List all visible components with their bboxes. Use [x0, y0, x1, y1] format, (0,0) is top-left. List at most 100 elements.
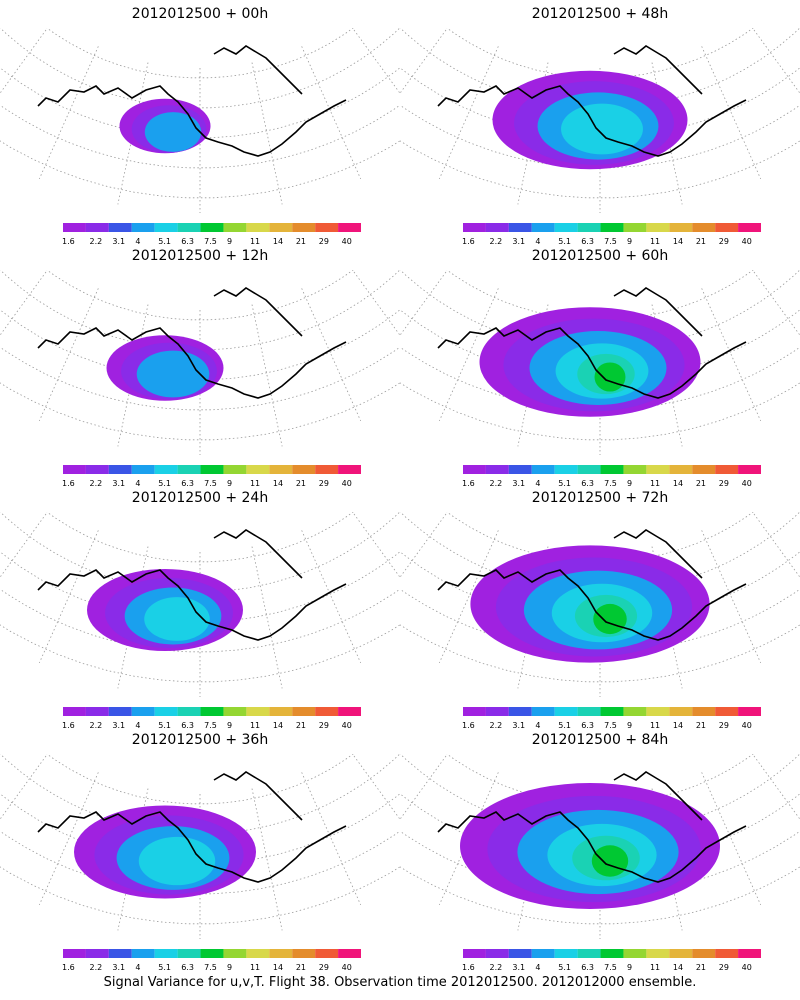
map-panel-84h: 2012012500 + 84h 1.6 2.2 3.1 4 5.1 6.3 7.5 9 11 14…: [400, 726, 800, 972]
colorbar-tick-label: 3.1: [112, 237, 125, 246]
colorbar-tick-label: 40: [342, 479, 352, 488]
colorbar-swatch: [177, 949, 201, 958]
colorbar-swatch: [600, 223, 624, 232]
variance-contour-level-6: [594, 362, 626, 392]
map-plot: [400, 270, 800, 455]
colorbar-swatch: [131, 949, 155, 958]
colorbar-tick-label: 29: [319, 237, 329, 246]
colorbar: 1.6 2.2 3.1 4 5.1 6.3 7.5 9 11 14 21 29 40: [462, 707, 761, 730]
colorbar-swatch: [646, 707, 670, 716]
colorbar-swatch: [63, 707, 86, 716]
longitude-gridline: [400, 754, 448, 820]
colorbar-tick-label: 1.6: [62, 963, 75, 972]
coastline: [613, 287, 703, 337]
latitude-gridline: [46, 754, 354, 805]
colorbar-swatch: [108, 223, 132, 232]
colorbar-swatch: [554, 949, 578, 958]
colorbar-swatch: [600, 465, 624, 474]
colorbar-tick-label: 7.5: [604, 721, 617, 730]
colorbar-tick-label: 40: [742, 963, 752, 972]
colorbar-tick-label: 11: [650, 721, 660, 730]
colorbar-swatch: [577, 707, 601, 716]
longitude-gridline: [0, 512, 14, 566]
variance-contour-level-3: [136, 350, 210, 398]
colorbar-tick-label: 40: [342, 721, 352, 730]
longitude-gridline: [400, 512, 448, 578]
colorbar-tick-label: 29: [719, 479, 729, 488]
longitude-gridline: [0, 270, 14, 324]
panel-title: 2012012500 + 48h: [531, 6, 669, 22]
colorbar-tick-label: 40: [742, 721, 752, 730]
variance-contour-level-6: [593, 603, 627, 635]
colorbar-tick-label: 4: [135, 721, 140, 730]
colorbar-swatch: [338, 949, 361, 958]
colorbar-swatch: [269, 949, 293, 958]
colorbar-tick-label: 6.3: [581, 721, 594, 730]
colorbar-tick-label: 11: [250, 963, 260, 972]
colorbar-swatch: [200, 949, 224, 958]
colorbar-tick-label: 1.6: [462, 479, 475, 488]
latitude-gridline: [46, 28, 354, 79]
colorbar: 1.6 2.2 3.1 4 5.1 6.3 7.5 9 11 14 21 29 40: [462, 949, 761, 972]
colorbar-tick-label: 3.1: [112, 963, 125, 972]
colorbar-tick-label: 6.3: [581, 237, 594, 246]
colorbar-swatch: [623, 465, 647, 474]
colorbar-swatch: [715, 223, 739, 232]
colorbar-swatch: [554, 465, 578, 474]
colorbar-tick-label: 2.2: [490, 237, 503, 246]
panel-title: 2012012500 + 72h: [531, 490, 669, 506]
colorbar-swatch: [177, 707, 201, 716]
colorbar-swatch: [63, 949, 86, 958]
colorbar-tick-label: 7.5: [604, 479, 617, 488]
colorbar-tick-label: 40: [342, 237, 352, 246]
coastline: [437, 569, 747, 641]
colorbar-swatch: [623, 707, 647, 716]
colorbar-tick-label: 6.3: [581, 963, 594, 972]
longitude-gridline: [386, 754, 400, 808]
colorbar-tick-label: 21: [296, 479, 306, 488]
longitude-gridline: [400, 28, 414, 82]
colorbar-tick-label: 21: [296, 721, 306, 730]
colorbar-tick-label: 3.1: [512, 237, 525, 246]
colorbar-swatch: [577, 465, 601, 474]
colorbar-swatch: [85, 465, 109, 474]
colorbar-tick-label: 7.5: [204, 721, 217, 730]
colorbar-tick-label: 2.2: [90, 479, 103, 488]
longitude-gridline: [301, 46, 362, 180]
colorbar-tick-label: 29: [719, 963, 729, 972]
colorbar-swatch: [154, 465, 178, 474]
longitude-gridline: [251, 62, 283, 205]
colorbar-tick-label: 6.3: [181, 479, 194, 488]
colorbar-swatch: [223, 223, 247, 232]
colorbar-swatch: [738, 707, 761, 716]
colorbar-swatch: [669, 949, 693, 958]
colorbar-swatch: [485, 223, 509, 232]
map-plot: [400, 512, 800, 697]
latitude-gridline: [400, 512, 800, 593]
colorbar-tick-label: 6.3: [181, 963, 194, 972]
colorbar-tick-label: 9: [627, 479, 632, 488]
map-panel-24h: 2012012500 + 24h 1.6 2.2 3.1 4 5.1 6.3 7.5 9 11 14…: [0, 484, 400, 730]
colorbar-tick-label: 21: [296, 237, 306, 246]
colorbar-tick-label: 5.1: [158, 721, 171, 730]
longitude-gridline: [0, 754, 14, 808]
colorbar-tick-label: 2.2: [490, 963, 503, 972]
longitude-gridline: [301, 288, 362, 422]
colorbar-swatch: [85, 707, 109, 716]
map-plot: [0, 28, 400, 213]
longitude-gridline: [38, 772, 99, 906]
colorbar-swatch: [338, 465, 361, 474]
map-plot: [0, 512, 400, 697]
longitude-gridline: [786, 270, 800, 324]
latitude-gridline: [0, 270, 400, 351]
map-panel-60h: 2012012500 + 60h 1.6 2.2 3.1 4 5.1 6.3 7.5 9 11 14…: [400, 242, 800, 488]
colorbar-swatch: [85, 223, 109, 232]
colorbar-swatch: [154, 949, 178, 958]
longitude-gridline: [38, 46, 99, 180]
colorbar-tick-label: 21: [696, 479, 706, 488]
map-plot: [400, 28, 800, 213]
longitude-gridline: [400, 754, 414, 808]
coastline: [213, 45, 303, 95]
colorbar-tick-label: 6.3: [181, 721, 194, 730]
colorbar-tick-label: 7.5: [204, 963, 217, 972]
